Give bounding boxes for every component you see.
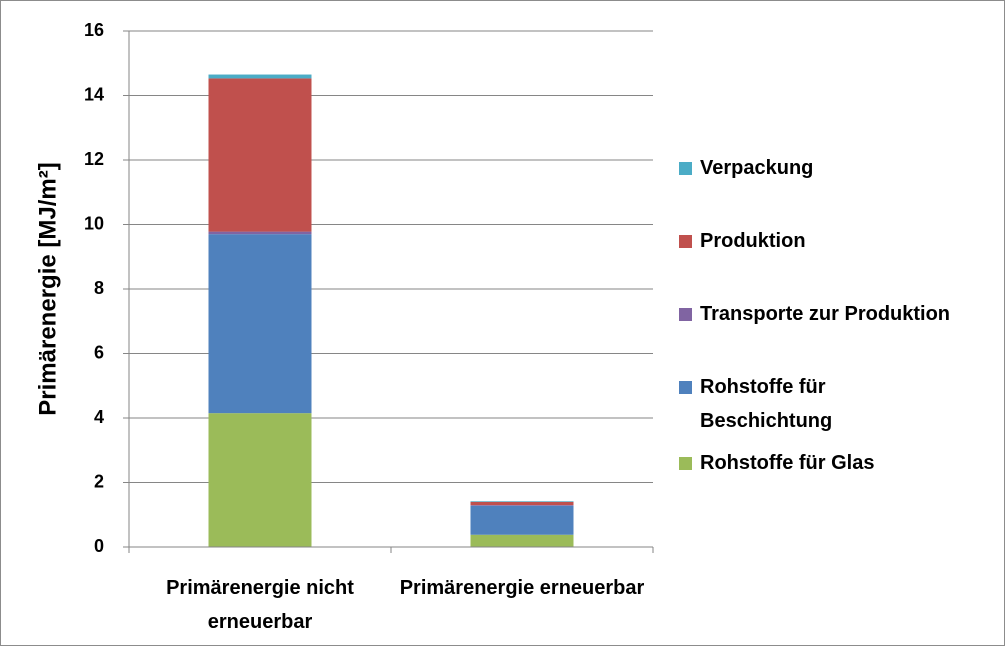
y-tick-label: 12 <box>84 149 104 169</box>
bar-segment <box>208 231 312 235</box>
legend-label: Produktion <box>700 230 806 252</box>
legend-label: Verpackung <box>700 157 814 179</box>
x-tick-label: Primärenergie erneuerbar <box>399 577 645 599</box>
legend-swatch <box>679 162 692 175</box>
bar-segment <box>470 505 574 535</box>
legend-item: Rohstoffe für Glas <box>679 446 999 480</box>
legend-item: Verpackung <box>679 151 999 185</box>
legend-swatch <box>679 308 692 321</box>
legend-swatch <box>679 457 692 470</box>
bar-segment <box>470 534 574 547</box>
legend-label: Transporte zur Produktion <box>700 303 951 325</box>
legend-item: Transporte zur Produktion <box>679 297 999 331</box>
y-tick-label: 6 <box>94 342 104 362</box>
y-tick-label: 14 <box>84 84 104 104</box>
y-tick-label: 8 <box>94 278 104 298</box>
y-tick-label: 16 <box>84 20 104 40</box>
x-tick-label: Primärenergie nicht erneuerbar <box>166 577 354 633</box>
legend-item: Rohstoffe für Beschichtung <box>679 370 999 438</box>
y-tick-label: 2 <box>94 471 104 491</box>
legend-label: Rohstoffe für Beschichtung <box>700 376 833 432</box>
legend-label: Rohstoffe für Glas <box>700 452 875 474</box>
bar-segment <box>208 413 312 547</box>
legend-swatch <box>679 235 692 248</box>
bar-segment <box>470 501 574 502</box>
bar-segment <box>470 505 574 506</box>
y-tick-label: 4 <box>94 407 104 427</box>
y-tick-label: 0 <box>94 536 104 556</box>
bar-segment <box>208 234 312 414</box>
bar-segment <box>208 74 312 79</box>
y-axis-label: Primärenergie [MJ/m²] <box>34 162 61 415</box>
legend-item: Produktion <box>679 224 999 258</box>
legend-swatch <box>679 381 692 394</box>
y-tick-label: 10 <box>84 213 104 233</box>
bar-segment <box>208 78 312 232</box>
bar-segment <box>470 501 574 506</box>
